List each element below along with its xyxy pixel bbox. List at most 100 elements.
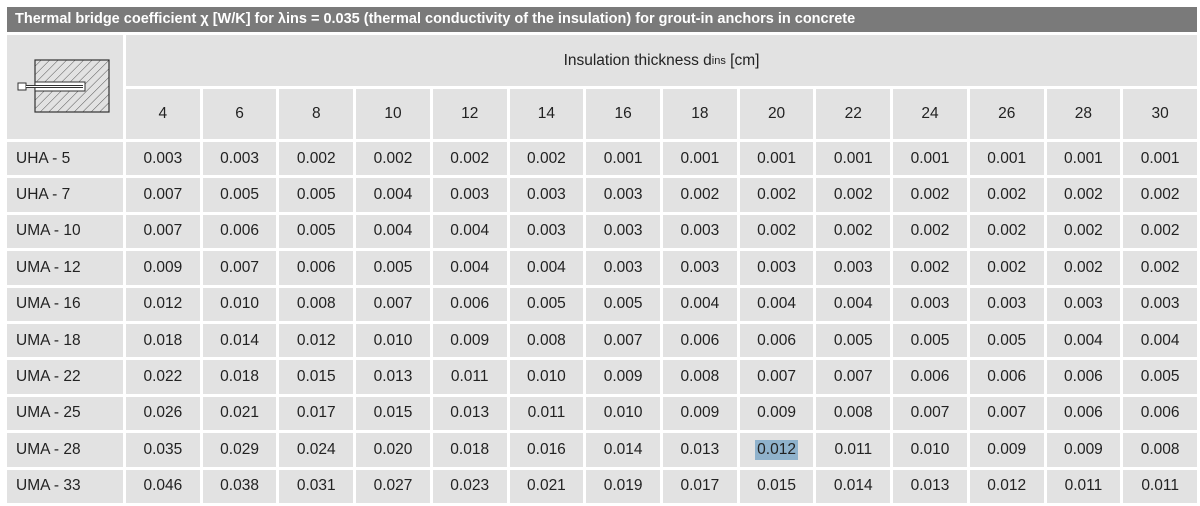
anchor-type-label: UMA - 22 <box>7 360 123 394</box>
table-cell: 0.002 <box>1046 251 1121 285</box>
table-cell: 0.003 <box>969 287 1044 321</box>
table-cell: 0.007 <box>202 251 277 285</box>
table-cell: 0.003 <box>739 251 814 285</box>
table-cell: 0.004 <box>356 178 430 212</box>
table-cell: 0.011 <box>816 433 891 467</box>
table-cell: 0.024 <box>279 433 354 467</box>
table-cell: 0.003 <box>663 214 737 249</box>
table-cell: 0.003 <box>1046 287 1121 321</box>
table-cell: 0.002 <box>816 214 891 249</box>
anchor-type-label: UMA - 18 <box>7 323 123 358</box>
thickness-column-header: 26 <box>969 89 1044 139</box>
table-cell: 0.009 <box>432 323 507 358</box>
table-cell: 0.004 <box>816 287 891 321</box>
anchor-type-label: UMA - 16 <box>7 287 123 321</box>
table-cell: 0.035 <box>126 433 200 467</box>
table-cell: 0.007 <box>739 360 814 394</box>
table-cell: 0.013 <box>893 469 967 503</box>
table-cell: 0.001 <box>816 142 891 176</box>
table-cell: 0.020 <box>356 433 430 467</box>
table-cell: 0.002 <box>893 214 967 249</box>
thickness-column-header: 22 <box>816 89 891 139</box>
insulation-thickness-unit: [cm] <box>725 51 760 69</box>
table-cell: 0.027 <box>356 469 430 503</box>
table-cell: 0.006 <box>1123 396 1197 431</box>
table-cell: 0.009 <box>586 360 660 394</box>
table-cell: 0.002 <box>1123 251 1197 285</box>
thermal-bridge-table: Insulation thickness d ins [cm] 4 6 8 10 12 14… <box>7 35 1197 503</box>
insulation-thickness-subscript: ins <box>711 54 726 67</box>
table-cell: 0.006 <box>893 360 967 394</box>
table-cell: 0.002 <box>1123 178 1197 212</box>
anchor-in-concrete-diagram-icon <box>7 35 123 139</box>
table-cell: 0.005 <box>279 178 354 212</box>
table-cell: 0.004 <box>432 251 507 285</box>
table-cell: 0.002 <box>739 178 814 212</box>
table-cell: 0.015 <box>356 396 430 431</box>
table-cell: 0.011 <box>1046 469 1121 503</box>
table-cell: 0.002 <box>739 214 814 249</box>
table-cell: 0.031 <box>279 469 354 503</box>
table-cell: 0.003 <box>1123 287 1197 321</box>
table-cell: 0.004 <box>432 214 507 249</box>
table-cell: 0.002 <box>969 251 1044 285</box>
thickness-column-header: 20 <box>739 89 814 139</box>
table-cell: 0.014 <box>816 469 891 503</box>
table-cell: 0.001 <box>1046 142 1121 176</box>
table-cell: 0.003 <box>432 178 507 212</box>
insulation-thickness-label: Insulation thickness d <box>563 51 712 69</box>
table-cell: 0.003 <box>509 214 584 249</box>
table-cell: 0.004 <box>663 287 737 321</box>
table-cell: 0.006 <box>739 323 814 358</box>
anchor-type-label: UMA - 33 <box>7 469 123 503</box>
table-cell: 0.014 <box>586 433 660 467</box>
table-cell: 0.007 <box>586 323 660 358</box>
thickness-column-header: 14 <box>509 89 584 139</box>
table-cell: 0.002 <box>356 142 430 176</box>
table-cell: 0.018 <box>126 323 200 358</box>
table-cell: 0.021 <box>509 469 584 503</box>
table-cell: 0.006 <box>432 287 507 321</box>
table-cell: 0.002 <box>969 214 1044 249</box>
table-title: Thermal bridge coefficient χ [W/K] for λ… <box>7 7 1197 32</box>
table-cell: 0.003 <box>586 214 660 249</box>
anchor-type-label: UMA - 12 <box>7 251 123 285</box>
table-cell: 0.003 <box>509 178 584 212</box>
thickness-column-header: 24 <box>893 89 967 139</box>
table-cell: 0.012 <box>126 287 200 321</box>
table-cell: 0.002 <box>816 178 891 212</box>
thickness-column-header: 8 <box>279 89 354 139</box>
table-cell: 0.011 <box>432 360 507 394</box>
table-cell: 0.001 <box>739 142 814 176</box>
table-cell: 0.009 <box>663 396 737 431</box>
thickness-column-header: 18 <box>663 89 737 139</box>
table-cell: 0.005 <box>586 287 660 321</box>
table-cell: 0.005 <box>893 323 967 358</box>
anchor-type-label: UMA - 25 <box>7 396 123 431</box>
table-cell: 0.007 <box>356 287 430 321</box>
table-cell: 0.006 <box>1046 396 1121 431</box>
anchor-type-label: UHA - 5 <box>7 142 123 176</box>
table-cell: 0.021 <box>202 396 277 431</box>
table-cell: 0.046 <box>126 469 200 503</box>
table-cell: 0.012 <box>969 469 1044 503</box>
table-cell: 0.008 <box>816 396 891 431</box>
table-cell: 0.022 <box>126 360 200 394</box>
anchor-type-label: UMA - 10 <box>7 214 123 249</box>
anchor-type-label: UHA - 7 <box>7 178 123 212</box>
table-cell: 0.005 <box>509 287 584 321</box>
table-cell: 0.005 <box>816 323 891 358</box>
table-cell: 0.007 <box>893 396 967 431</box>
table-cell: 0.003 <box>586 178 660 212</box>
table-cell: 0.002 <box>663 178 737 212</box>
table-cell: 0.010 <box>586 396 660 431</box>
table-cell: 0.003 <box>586 251 660 285</box>
table-cell: 0.008 <box>663 360 737 394</box>
table-cell: 0.004 <box>1046 323 1121 358</box>
table-cell: 0.006 <box>663 323 737 358</box>
table-cell: 0.011 <box>509 396 584 431</box>
table-cell: 0.009 <box>126 251 200 285</box>
table-cell: 0.001 <box>586 142 660 176</box>
table-cell: 0.002 <box>969 178 1044 212</box>
highlighted-value: 0.012 <box>755 439 798 460</box>
